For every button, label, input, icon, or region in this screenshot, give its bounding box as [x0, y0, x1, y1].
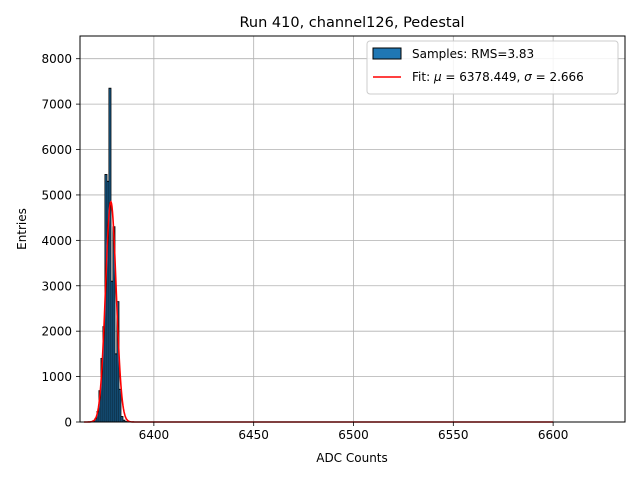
y-tick-label: 6000: [41, 143, 72, 157]
legend: Samples: RMS=3.83 Fit: μ = 6378.449, σ =…: [367, 41, 618, 94]
x-tick-label: 6600: [538, 428, 569, 442]
y-tick-label: 2000: [41, 325, 72, 339]
x-tick-label: 6550: [438, 428, 469, 442]
y-tick-label: 4000: [41, 234, 72, 248]
y-tick-label: 1000: [41, 370, 72, 384]
chart-title: Run 410, channel126, Pedestal: [239, 15, 464, 31]
y-tick-label: 0: [64, 416, 72, 430]
legend-fit-part: = 6378.449,: [442, 70, 525, 84]
y-tick-label: 8000: [41, 52, 72, 66]
x-tick-label: 6450: [238, 428, 269, 442]
legend-swatch-samples: [373, 48, 401, 59]
x-axis-label: ADC Counts: [316, 451, 388, 465]
y-axis-label: Entries: [15, 208, 29, 250]
legend-label-samples: Samples: RMS=3.83: [412, 47, 534, 61]
x-tick-label: 6400: [139, 428, 170, 442]
legend-label-fit: Fit: μ = 6378.449, σ = 2.666: [412, 70, 584, 84]
legend-fit-part: Fit:: [412, 70, 434, 84]
x-tick-label: 6500: [338, 428, 369, 442]
y-tick-label: 5000: [41, 188, 72, 202]
legend-fit-mu-symbol: μ: [433, 70, 442, 84]
y-tick-label: 3000: [41, 279, 72, 293]
legend-fit-part: = 2.666: [532, 70, 584, 84]
y-tick-label: 7000: [41, 98, 72, 112]
